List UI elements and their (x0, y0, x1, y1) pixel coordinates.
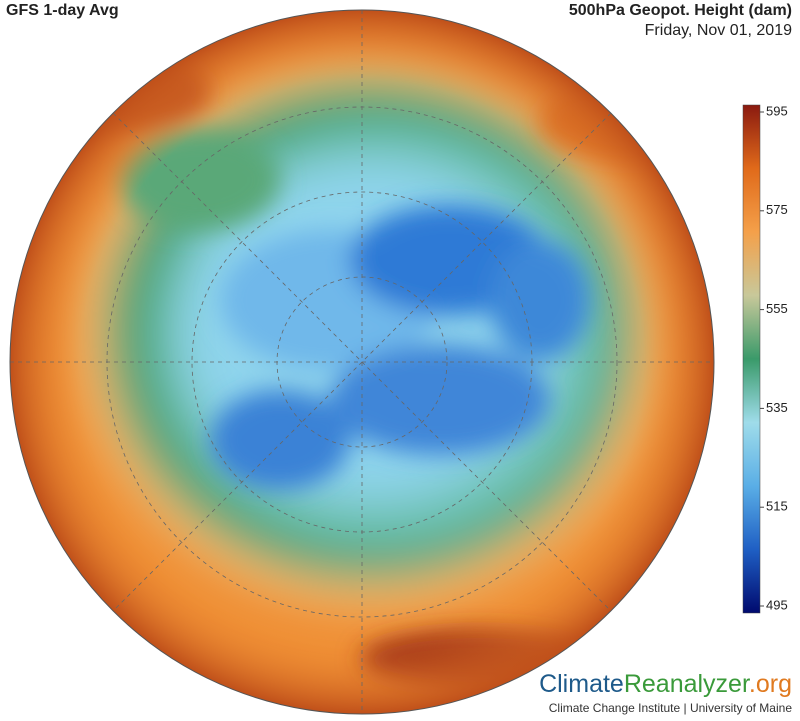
colorbar-tick-label: 495 (766, 597, 788, 612)
colorbar-tick-label: 515 (766, 499, 788, 514)
colorbar-tick-label: 555 (766, 301, 788, 316)
colorbar-tick-label: 575 (766, 202, 788, 217)
date: Friday, Nov 01, 2019 (644, 22, 792, 39)
title: GFS 1-day Avg (6, 2, 119, 19)
colorbar-tick-label: 595 (766, 103, 788, 118)
variable-name: 500hPa Geopot. Height (dam) (568, 2, 792, 19)
credit: Climate Change Institute | University of… (548, 701, 792, 715)
logo: ClimateReanalyzer.org (539, 670, 792, 699)
logo-org: .org (748, 670, 792, 698)
colorbar (742, 104, 761, 614)
logo-reanalyzer: Reanalyzer (623, 670, 749, 698)
logo-climate: Climate (539, 670, 624, 698)
colorbar-tick-label: 535 (766, 400, 788, 415)
